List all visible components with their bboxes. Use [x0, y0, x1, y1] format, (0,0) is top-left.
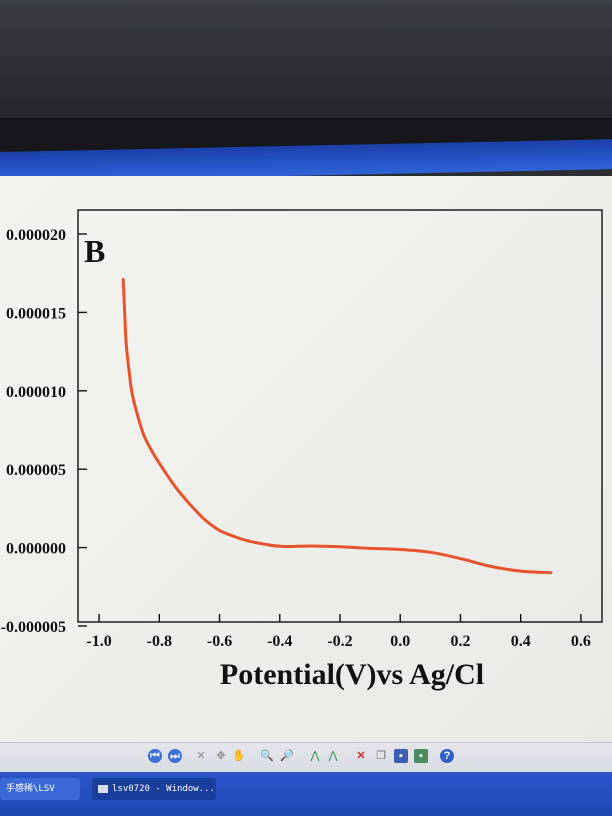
x-axis-label: Potential(V)vs Ag/Cl — [220, 658, 484, 691]
y-tick-label: 0.000015 — [6, 305, 66, 322]
plot-frame — [77, 209, 603, 623]
zoom-out-icon[interactable]: 🔎 — [280, 750, 294, 762]
y-tick-label: 0.000010 — [6, 384, 66, 401]
x-tick-label: 0.6 — [571, 633, 591, 650]
y-tick-label: -0.000005 — [1, 619, 66, 636]
taskbar: 手感稀\LSV lsv0720 - Window... — [0, 772, 612, 816]
x-tick-label: -0.4 — [267, 633, 292, 650]
panel-label: B — [84, 233, 105, 269]
help-icon[interactable]: ? — [440, 749, 454, 763]
delete-icon[interactable]: ✕ — [356, 750, 366, 762]
y-tick-label: 0.000000 — [6, 541, 66, 558]
y-tick-label: 0.000020 — [6, 227, 66, 244]
x-tick-label: -0.6 — [207, 633, 232, 650]
x-tick-label: 0.4 — [511, 633, 531, 650]
pan-icon[interactable]: ✋ — [232, 750, 246, 762]
nav-prev-icon[interactable]: ⏮ — [148, 749, 162, 763]
chart-svg: B 0.0000200.0000150.0000100.0000050.0000… — [1, 209, 603, 691]
nav-next-icon[interactable]: ⏭ — [168, 749, 182, 763]
cut-icon[interactable]: ✕ — [196, 750, 206, 762]
taskbar-item-folder[interactable]: 手感稀\LSV — [0, 778, 80, 800]
save-icon[interactable]: ▪ — [394, 749, 408, 763]
move-icon[interactable]: ✥ — [216, 750, 226, 762]
zoom-in-icon[interactable]: 🔍 — [260, 750, 274, 762]
x-tick-label: -0.2 — [327, 633, 352, 650]
x-tick-label: 0.0 — [390, 633, 410, 650]
x-tick-label: -1.0 — [86, 633, 111, 650]
copy-icon[interactable]: ❐ — [376, 750, 386, 762]
app-toolbar: ⏮ ⏭ ✕ ✥ ✋ 🔍 🔎 ⋀ ⋀ ✕ ❐ ▪ ▪ ? — [0, 742, 612, 773]
x-tick-label: -0.8 — [147, 633, 172, 650]
chart-window: B 0.000020 0.000015 0.000010 0.000005 0.0000… — [0, 176, 612, 748]
x-axis: -1.0 -0.8 -0.6 -0.4 -0.2 0.0 0.2 0.4 0.6 — [86, 614, 591, 650]
export-icon[interactable]: ▪ — [414, 749, 428, 763]
window-app-icon — [98, 784, 108, 793]
y-tick-label: 0.000005 — [6, 462, 66, 479]
series-line — [121, 278, 553, 575]
peak-icon[interactable]: ⋀ — [310, 750, 320, 762]
taskbar-item-window-label: lsv0720 - Window... — [112, 784, 215, 794]
peak-edit-icon[interactable]: ⋀ — [328, 750, 338, 762]
taskbar-item-window[interactable]: lsv0720 - Window... — [92, 778, 216, 800]
y-axis: 0.000020 0.000015 0.000010 0.000005 0.000000… — [1, 227, 87, 636]
x-tick-label: 0.2 — [450, 633, 470, 650]
